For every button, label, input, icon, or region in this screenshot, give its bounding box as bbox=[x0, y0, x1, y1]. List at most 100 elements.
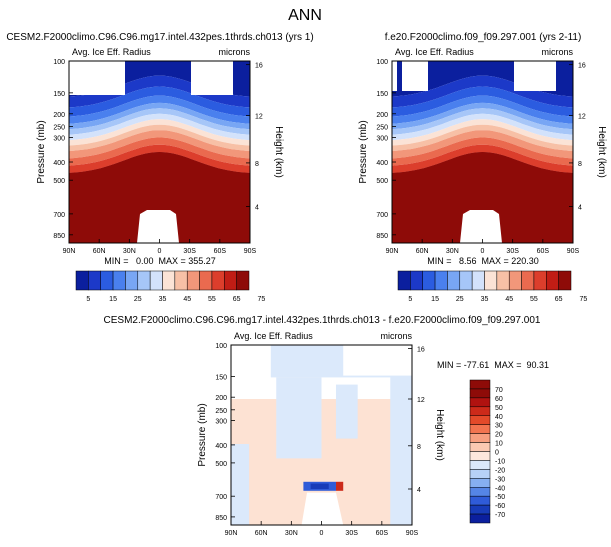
colorbar-label: 15 bbox=[431, 296, 439, 303]
difference-region bbox=[231, 444, 250, 525]
colorbar: 5 15 25 35 45 55 65 75 bbox=[75, 270, 265, 303]
colorbar-swatch bbox=[521, 270, 535, 291]
colorbar-swatch bbox=[508, 270, 522, 291]
x-tick-label: 60S bbox=[214, 248, 227, 255]
colorbar-swatch bbox=[469, 406, 491, 416]
colorbar-swatch bbox=[211, 270, 225, 291]
colorbar-swatch bbox=[469, 433, 491, 443]
y-tick-label: 400 bbox=[53, 160, 65, 167]
x-tick-label: 90N bbox=[225, 530, 238, 537]
y-tick-label: 300 bbox=[215, 419, 227, 426]
x-tick-label: 30N bbox=[123, 248, 136, 255]
colorbar-swatch bbox=[162, 270, 176, 291]
missing-region bbox=[69, 61, 125, 95]
colorbar-swatch bbox=[469, 388, 491, 399]
colorbar-label: 10 bbox=[495, 441, 503, 448]
colorbar-label: 40 bbox=[495, 414, 503, 421]
colorbar-swatch bbox=[410, 270, 423, 291]
colorbar-swatch bbox=[558, 270, 572, 291]
colorbar-swatch bbox=[469, 495, 491, 506]
x-tick-label: 90S bbox=[244, 248, 257, 255]
difference-region bbox=[390, 372, 412, 525]
y-tick-label: 250 bbox=[215, 408, 227, 415]
colorbar-label: 25 bbox=[134, 296, 142, 303]
colorbar-swatch bbox=[469, 424, 491, 434]
colorbar-swatch bbox=[112, 270, 126, 291]
y-axis: 100 150 200 250 300 400 500 700 850 bbox=[215, 343, 235, 522]
contour-band bbox=[69, 95, 250, 124]
plot-area bbox=[392, 61, 573, 243]
contour-band bbox=[69, 144, 250, 173]
colorbar-label: 35 bbox=[159, 296, 167, 303]
colorbar-swatch bbox=[469, 379, 491, 390]
plot-area bbox=[231, 345, 412, 525]
panel-cesm2: CESM2.F2000climo.C96.C96.mg17.intel.432p… bbox=[6, 32, 313, 303]
contour-band bbox=[69, 119, 250, 146]
panel-subtitle-left: Avg. Ice Eff. Radius bbox=[234, 331, 313, 341]
y2-axis: 16 12 8 4 bbox=[408, 347, 425, 494]
colorbar-label: 35 bbox=[481, 296, 489, 303]
x-tick-label: 30S bbox=[183, 248, 196, 255]
colorbar-swatch bbox=[75, 270, 89, 291]
colorbar-swatch bbox=[469, 487, 491, 497]
missing-region bbox=[392, 61, 397, 91]
colorbar-swatch bbox=[469, 504, 491, 515]
colorbar-swatch bbox=[469, 478, 491, 488]
contour-band bbox=[392, 119, 573, 146]
y-tick-label: 700 bbox=[215, 494, 227, 501]
contour-band bbox=[392, 75, 573, 108]
colorbar-swatch bbox=[199, 270, 213, 291]
y2-axis: 16 12 8 4 bbox=[246, 63, 263, 212]
colorbar-swatch bbox=[447, 270, 461, 291]
colorbar-label: 55 bbox=[530, 296, 538, 303]
contour-band bbox=[392, 102, 573, 130]
x-axis: 90N 60N 30N 0 30S 60S 90S bbox=[225, 521, 419, 537]
difference-region bbox=[276, 377, 322, 459]
x-tick-label: 0 bbox=[320, 530, 324, 537]
colorbar-label: -30 bbox=[495, 476, 505, 483]
x-tick-label: 90S bbox=[567, 248, 580, 255]
x-tick-label: 60S bbox=[537, 248, 550, 255]
y-tick-label: 200 bbox=[215, 395, 227, 402]
colorbar-swatch bbox=[469, 460, 491, 470]
contour-band bbox=[69, 108, 250, 135]
contour-band bbox=[392, 144, 573, 173]
colorbar-swatch bbox=[149, 270, 163, 291]
difference-field bbox=[231, 345, 412, 525]
colorbar-swatch bbox=[459, 270, 473, 291]
y-tick-label: 500 bbox=[215, 461, 227, 468]
colorbar-swatch bbox=[100, 270, 114, 291]
y-tick-label: 150 bbox=[53, 91, 65, 98]
colorbar-swatch bbox=[546, 270, 559, 291]
y-tick-label: 500 bbox=[53, 178, 65, 185]
surface-mask bbox=[69, 210, 250, 243]
x-tick-label: 60S bbox=[376, 530, 389, 537]
missing-region bbox=[514, 61, 556, 91]
colorbar-label: 65 bbox=[233, 296, 241, 303]
y-tick-label: 200 bbox=[53, 112, 65, 119]
contour-band bbox=[69, 130, 250, 159]
x-tick-label: 60N bbox=[255, 530, 268, 537]
y-axis: 100 150 200 250 300 400 500 700 850 bbox=[376, 59, 396, 240]
contour-band bbox=[69, 113, 250, 141]
y2-tick-label: 8 bbox=[255, 161, 259, 168]
colorbar-swatch bbox=[469, 397, 491, 408]
y2-tick-label: 16 bbox=[578, 63, 586, 70]
y-tick-label: 100 bbox=[215, 343, 227, 350]
y-tick-label: 400 bbox=[376, 160, 388, 167]
y2-tick-label: 16 bbox=[255, 63, 263, 70]
colorbar-label: -70 bbox=[495, 512, 505, 519]
x-tick-label: 30S bbox=[345, 530, 358, 537]
colorbar-swatch bbox=[137, 270, 151, 291]
y2-axis: 16 12 8 4 bbox=[569, 63, 586, 212]
x-tick-label: 60N bbox=[93, 248, 106, 255]
colorbar-label: 20 bbox=[495, 432, 503, 439]
colorbar-label: 60 bbox=[495, 396, 503, 403]
y2-tick-label: 12 bbox=[578, 114, 586, 121]
y-tick-label: 300 bbox=[376, 135, 388, 142]
colorbar-swatch bbox=[533, 270, 547, 291]
contour-bands bbox=[392, 61, 573, 243]
y-tick-label: 150 bbox=[376, 91, 388, 98]
panel-title: CESM2.F2000climo.C96.C96.mg17.intel.432p… bbox=[6, 32, 313, 43]
contour-band bbox=[392, 86, 573, 117]
